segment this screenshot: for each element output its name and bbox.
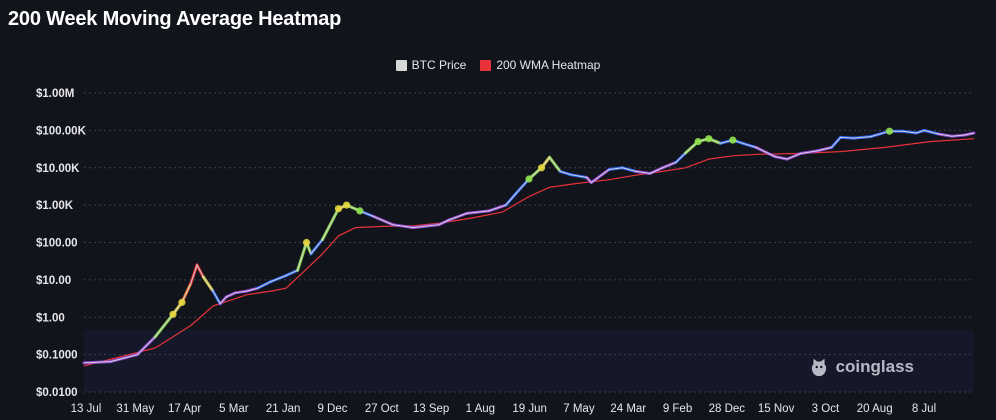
heat-marker bbox=[334, 205, 343, 213]
legend-label-200-wma: 200 WMA Heatmap bbox=[496, 58, 601, 72]
x-tick-label: 13 Jul bbox=[71, 403, 102, 415]
x-tick-label: 5 Mar bbox=[219, 403, 249, 415]
x-tick-label: 13 Sep bbox=[413, 403, 449, 415]
x-tick-label: 1 Aug bbox=[466, 403, 495, 415]
watermark: coinglass bbox=[808, 356, 914, 378]
x-tick-label: 15 Nov bbox=[758, 403, 795, 415]
y-tick-label: $100.00 bbox=[36, 238, 78, 250]
x-tick-label: 9 Feb bbox=[663, 403, 692, 415]
x-tick-label: 28 Dec bbox=[709, 403, 746, 415]
x-tick-label: 7 May bbox=[563, 403, 595, 415]
coinglass-logo-icon bbox=[811, 358, 826, 377]
heat-marker bbox=[302, 238, 311, 247]
x-tick-label: 31 May bbox=[116, 403, 154, 415]
heat-marker bbox=[694, 138, 702, 146]
legend-swatch-200-wma bbox=[480, 59, 492, 71]
x-tick-label: 9 Dec bbox=[317, 403, 347, 415]
heat-marker bbox=[729, 136, 737, 144]
x-tick-label: 21 Jan bbox=[266, 403, 301, 415]
x-tick-label: 19 Jun bbox=[512, 403, 547, 415]
heat-marker bbox=[169, 310, 177, 318]
x-tick-label: 17 Apr bbox=[168, 403, 201, 415]
watermark-text: coinglass bbox=[835, 357, 914, 376]
series-line-200-wma bbox=[83, 138, 975, 367]
heat-marker bbox=[885, 127, 894, 135]
x-tick-label: 20 Aug bbox=[857, 403, 893, 415]
x-tick-label: 3 Oct bbox=[812, 403, 840, 415]
y-tick-label: $1.00 bbox=[36, 312, 65, 324]
heat-marker bbox=[705, 135, 713, 143]
legend-swatch-btc-price bbox=[395, 59, 407, 71]
chart-legend: BTC Price 200 WMA Heatmap bbox=[0, 58, 996, 72]
x-tick-label: 24 Mar bbox=[610, 403, 646, 415]
y-tick-label: $10.00K bbox=[36, 163, 80, 175]
heat-marker bbox=[356, 207, 364, 215]
plot-band bbox=[84, 330, 974, 392]
chart-title: 200 Week Moving Average Heatmap bbox=[8, 8, 342, 30]
heat-marker bbox=[178, 298, 186, 306]
y-tick-label: $1.00M bbox=[36, 88, 74, 100]
x-tick-label: 8 Jul bbox=[912, 403, 936, 415]
heat-marker bbox=[537, 164, 546, 172]
legend-item-200-wma[interactable]: 200 WMA Heatmap bbox=[480, 58, 600, 72]
series-line-btc-price bbox=[83, 129, 975, 364]
legend-item-btc-price[interactable]: BTC Price bbox=[395, 58, 467, 72]
y-tick-label: $100.00K bbox=[36, 125, 87, 137]
x-tick-label: 27 Oct bbox=[365, 403, 400, 415]
y-tick-label: $0.1000 bbox=[36, 350, 78, 362]
heat-marker bbox=[525, 175, 533, 183]
legend-label-btc-price: BTC Price bbox=[411, 58, 467, 72]
y-tick-label: $1.00K bbox=[36, 200, 74, 212]
y-tick-label: $0.0100 bbox=[36, 387, 78, 399]
y-tick-label: $10.00 bbox=[36, 275, 71, 287]
heat-marker bbox=[343, 201, 351, 209]
